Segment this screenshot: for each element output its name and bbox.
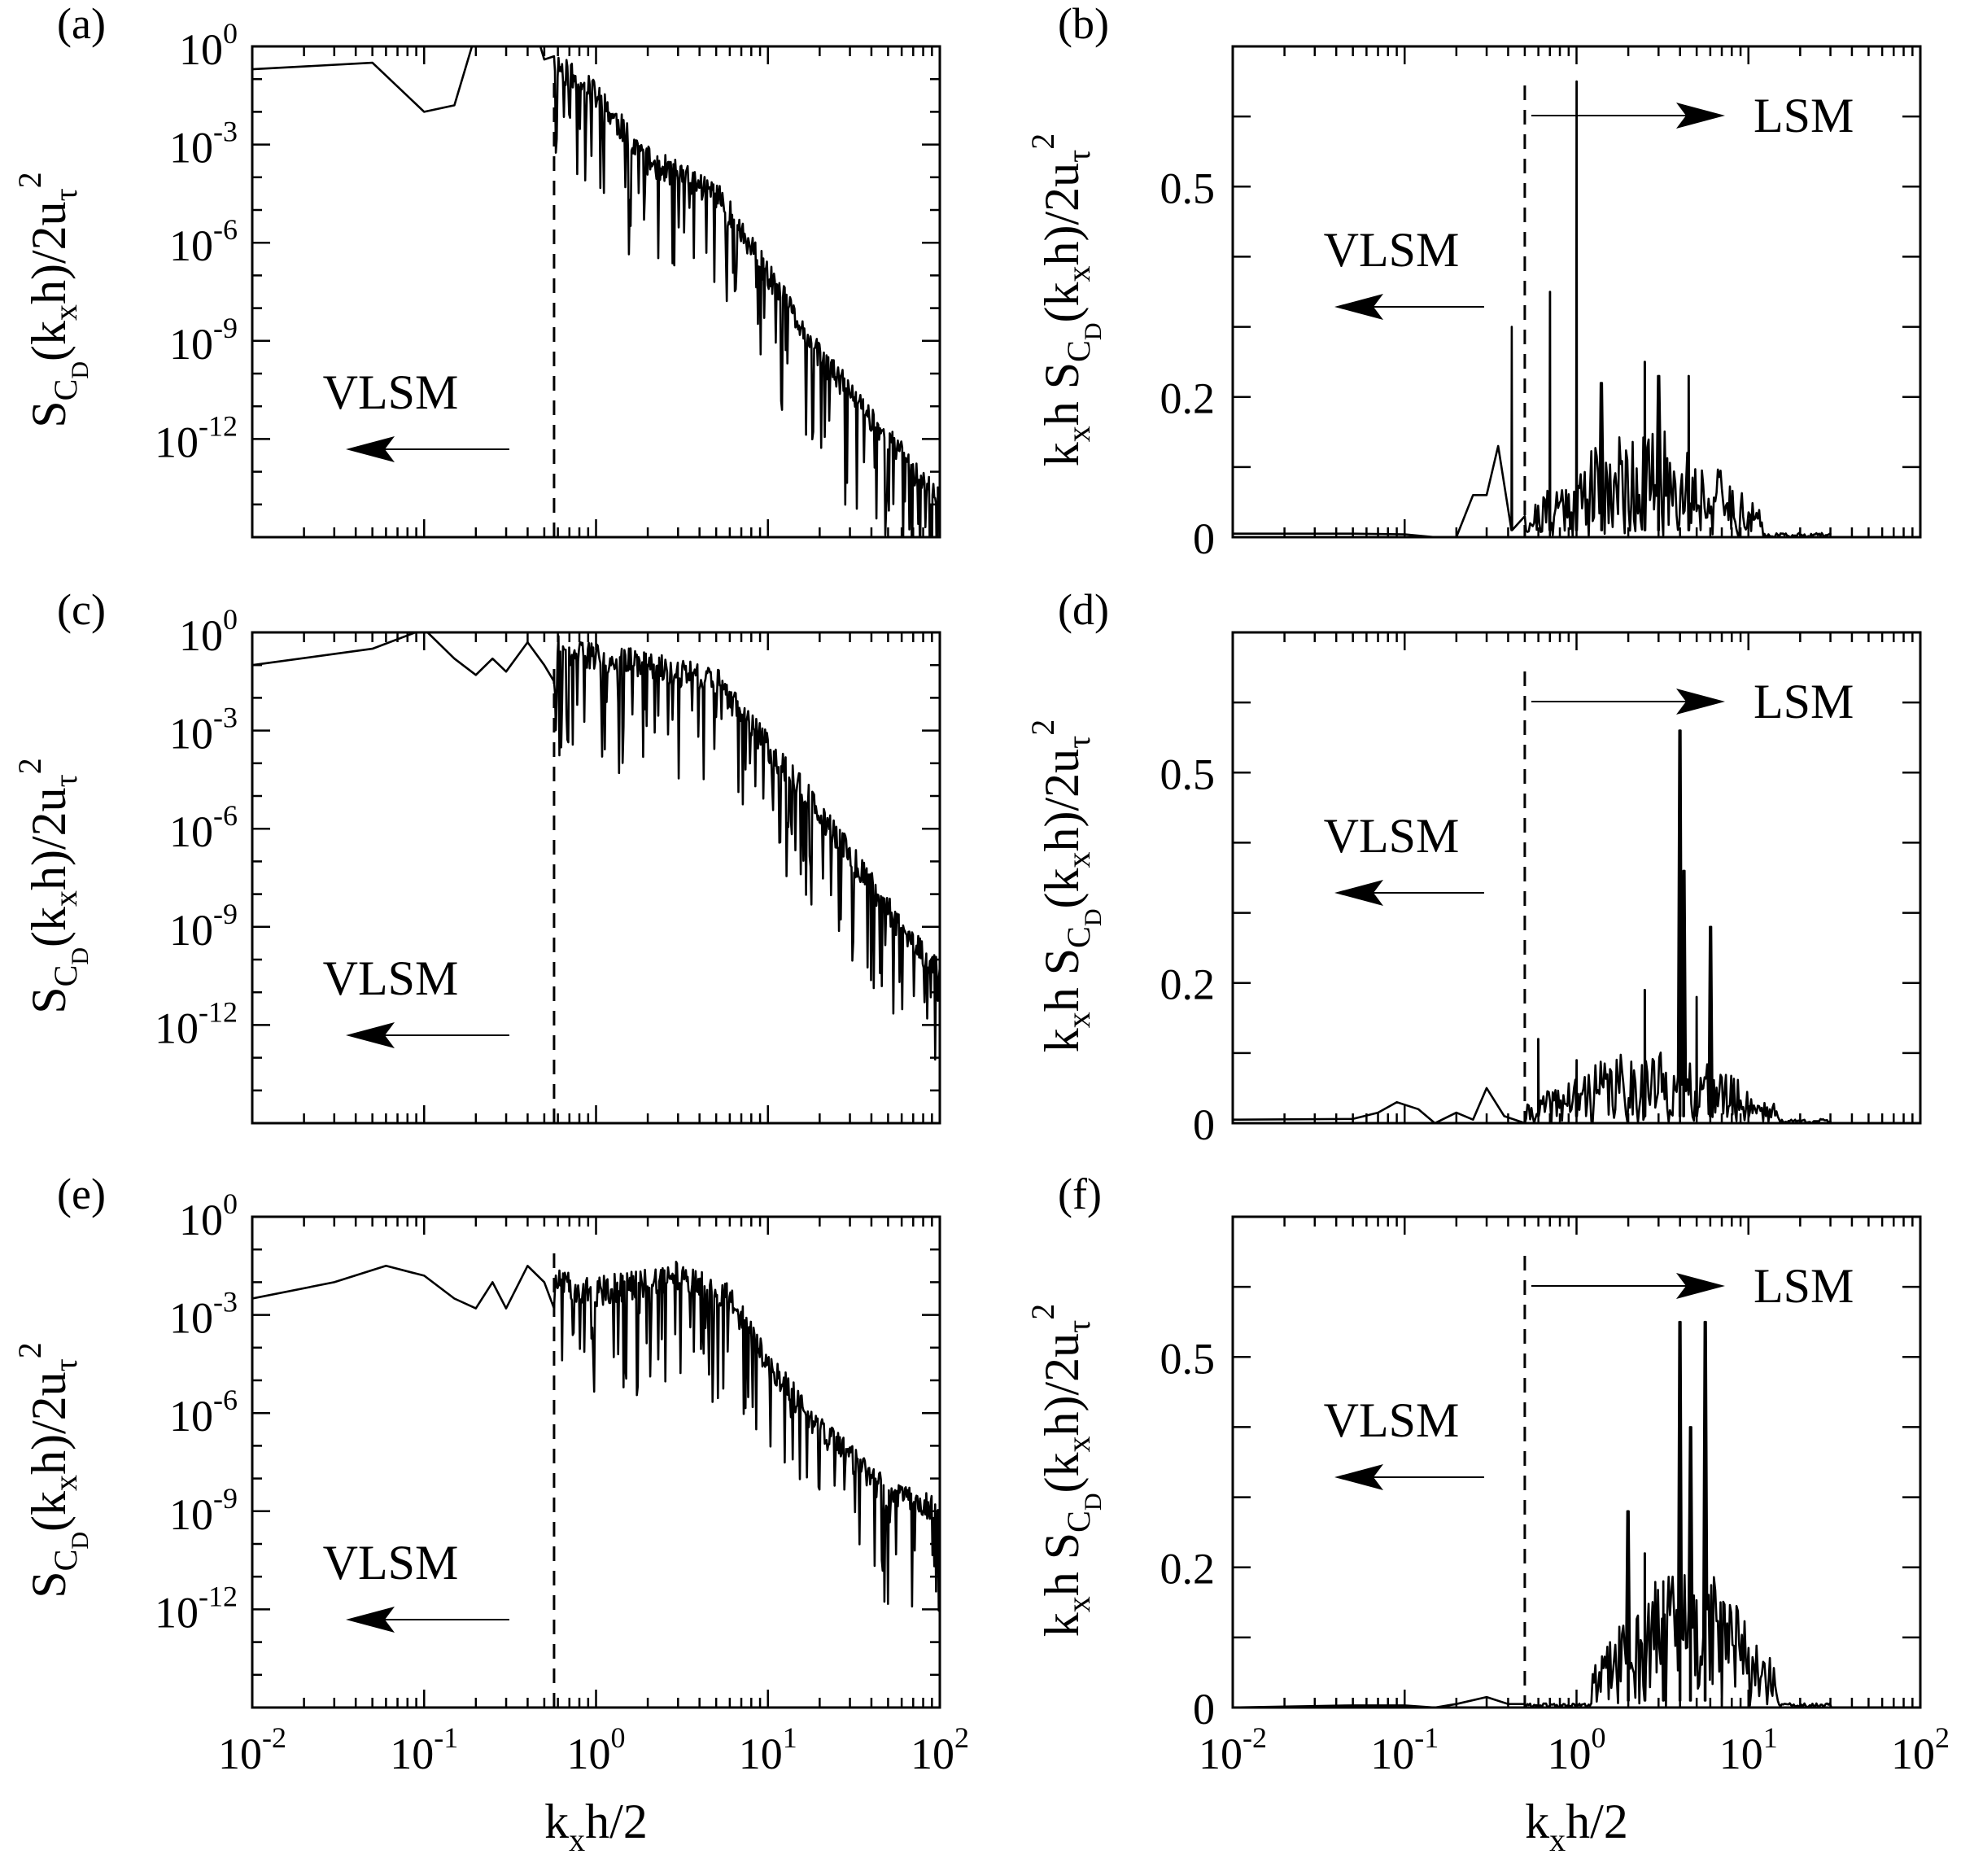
- y-tick-label: 0.5: [1160, 750, 1216, 798]
- panel-e: 10-2 10-1 100 101 102 kxh/2 100 10-3 10-6 10-9 10-…: [11, 1170, 969, 1858]
- panel-c: 100 10-3 10-6 10-9 10-12 (c) SCD(kxh)/2uτ2 VLSM: [11, 585, 941, 1125]
- panel-label: (f): [1058, 1170, 1102, 1218]
- plot-frame: [251, 45, 941, 539]
- spectrum-series: [252, 632, 940, 1061]
- annotation-lsm: LSM: [1754, 89, 1854, 142]
- panel-a: 100 10-3 10-6 10-9 10-12 (a) SCD(kxh)/2uτ2 VLSM: [11, 0, 941, 539]
- right-y-axis-label: kxh SCD(kxh)/2uτ2: [1024, 1304, 1107, 1637]
- spectrum-series: [1233, 80, 1832, 537]
- y-tick-label: 0.2: [1160, 1545, 1216, 1594]
- spectrum-series: [1233, 729, 1832, 1123]
- y-tick-label: 0.2: [1160, 960, 1216, 1009]
- y-ticks: [1233, 1285, 1920, 1709]
- x-tick-label: 100: [567, 1721, 626, 1778]
- y-ticks: [252, 45, 940, 539]
- y-tick-label: 10-12: [155, 409, 238, 466]
- x-axis-label: kxh/2: [544, 1795, 648, 1858]
- panel-f: 10-2 10-1 100 101 102 kxh/2 0 0.2 0.5 (f) kxh SCD(…: [1024, 1170, 1950, 1858]
- x-tick-label: 101: [1719, 1721, 1778, 1778]
- annotation-vlsm: VLSM: [1324, 809, 1460, 863]
- annotation-arrow-head: [1676, 103, 1725, 129]
- spectrum-series: [1233, 1320, 1832, 1708]
- annotation-arrow-head: [1334, 880, 1383, 906]
- y-tick-label: 10-12: [155, 1580, 238, 1637]
- annotation-arrow-head: [1676, 1273, 1725, 1299]
- panel-label: (c): [57, 585, 106, 634]
- annotation-vlsm: VLSM: [323, 1536, 459, 1590]
- y-ticks: [252, 1215, 940, 1709]
- y-tick-label: 0.5: [1160, 164, 1216, 212]
- left-y-axis-label: SCD(kxh)/2uτ2: [11, 758, 94, 1013]
- left-y-axis-label: SCD(kxh)/2uτ2: [11, 172, 94, 427]
- x-tick-label: 101: [739, 1721, 797, 1778]
- right-y-axis-label: kxh SCD(kxh)/2uτ2: [1024, 719, 1107, 1052]
- x-tick-label: 102: [1891, 1721, 1950, 1778]
- right-y-axis-label: kxh SCD(kxh)/2uτ2: [1024, 133, 1107, 466]
- x-axis-label: kxh/2: [1525, 1795, 1628, 1858]
- x-ticks: [251, 46, 933, 537]
- annotation-lsm: LSM: [1754, 675, 1854, 728]
- x-tick-label: 100: [1548, 1721, 1606, 1778]
- x-tick-label: 10-2: [1199, 1721, 1267, 1778]
- annotation-arrow-head: [1334, 294, 1383, 320]
- y-tick-label: 10-3: [169, 1286, 238, 1343]
- y-tick-label: 10-3: [169, 116, 238, 173]
- annotation-vlsm: VLSM: [1324, 1393, 1460, 1447]
- y-tick-label: 0.5: [1160, 1334, 1216, 1383]
- y-tick-label: 10-6: [169, 1384, 238, 1441]
- y-tick-label: 10-6: [169, 799, 238, 856]
- y-tick-label: 0: [1193, 1100, 1215, 1149]
- panel-label: (e): [57, 1170, 106, 1218]
- x-tick-label: 10-1: [1370, 1721, 1439, 1778]
- panel-label: (d): [1058, 585, 1109, 634]
- y-tick-label: 0: [1193, 514, 1215, 563]
- y-tick-label: 10-12: [155, 995, 238, 1052]
- y-tick-label: 0.2: [1160, 374, 1216, 423]
- x-ticks: [251, 1217, 933, 1708]
- panel-label: (b): [1058, 0, 1109, 48]
- y-ticks: [1233, 701, 1920, 1125]
- y-ticks: [1233, 115, 1920, 539]
- y-tick-label: 10-6: [169, 213, 238, 270]
- x-tick-label: 10-1: [390, 1721, 458, 1778]
- y-tick-label: 10-9: [169, 312, 238, 369]
- annotation-arrow-head: [1334, 1464, 1383, 1490]
- annotation-lsm: LSM: [1754, 1259, 1854, 1313]
- x-ticks: [1231, 46, 1914, 537]
- y-tick-label: 100: [179, 1187, 238, 1244]
- x-tick-label: 10-2: [218, 1721, 286, 1778]
- spectrum-series: [252, 46, 940, 537]
- panel-b: 0 0.2 0.5 (b) kxh SCD(kxh)/2uτ2 VLSM LSM: [1024, 0, 1922, 563]
- annotation-vlsm: VLSM: [1324, 223, 1460, 277]
- y-ticks: [252, 631, 940, 1125]
- spectrum-series: [252, 1261, 940, 1612]
- y-tick-label: 100: [179, 603, 238, 660]
- annotation-arrow-head: [1676, 689, 1725, 715]
- y-tick-label: 0: [1193, 1685, 1215, 1734]
- plot-frame: [251, 1215, 941, 1709]
- annotation-arrow-head: [346, 436, 395, 462]
- annotation-arrow-head: [346, 1607, 395, 1633]
- left-y-axis-label: SCD(kxh)/2uτ2: [11, 1342, 94, 1598]
- y-tick-label: 10-9: [169, 1482, 238, 1539]
- x-ticks: [1231, 1217, 1914, 1708]
- x-tick-label: 102: [911, 1721, 969, 1778]
- y-tick-label: 10-9: [169, 898, 238, 955]
- panel-label: (a): [57, 0, 106, 48]
- y-tick-label: 10-3: [169, 702, 238, 759]
- annotation-vlsm: VLSM: [323, 951, 459, 1005]
- x-ticks: [251, 632, 933, 1123]
- panel-d: 0 0.2 0.5 (d) kxh SCD(kxh)/2uτ2 VLSM LSM: [1024, 585, 1922, 1149]
- annotation-arrow-head: [346, 1022, 395, 1048]
- annotation-vlsm: VLSM: [323, 365, 459, 419]
- y-tick-label: 100: [179, 17, 238, 74]
- plot-frame: [251, 631, 941, 1125]
